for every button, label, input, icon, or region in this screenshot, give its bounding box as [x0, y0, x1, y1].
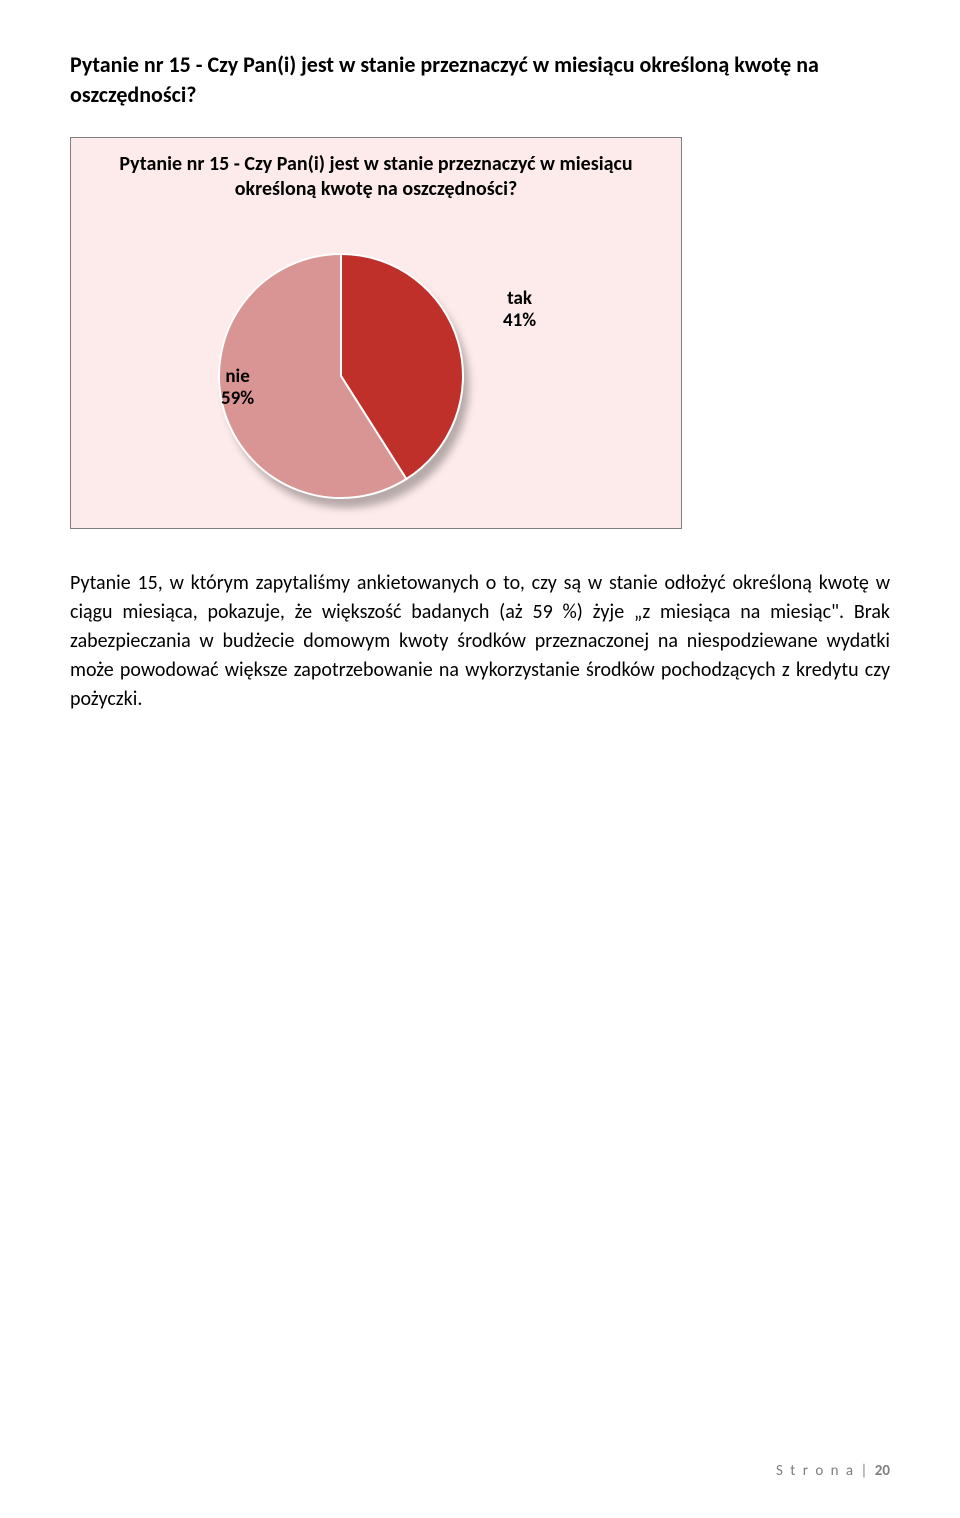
- pie-chart-area: tak 41% nie 59%: [71, 208, 681, 528]
- pie-slice-label-nie: nie 59%: [221, 366, 254, 410]
- question-heading: Pytanie nr 15 - Czy Pan(i) jest w stanie…: [70, 50, 890, 109]
- footer-label: S t r o n a: [776, 1462, 855, 1480]
- pie-slice-label-tak: tak 41%: [503, 288, 536, 332]
- footer-separator: |: [855, 1462, 875, 1480]
- analysis-paragraph: Pytanie 15, w którym zapytaliśmy ankieto…: [70, 569, 890, 714]
- footer-page-number: 20: [875, 1462, 890, 1480]
- document-page: Pytanie nr 15 - Czy Pan(i) jest w stanie…: [0, 0, 960, 1518]
- page-footer: S t r o n a | 20: [776, 1462, 890, 1480]
- pie-chart-box: Pytanie nr 15 - Czy Pan(i) jest w stanie…: [70, 137, 682, 529]
- pie-svg: [71, 208, 683, 528]
- pie-chart-title: Pytanie nr 15 - Czy Pan(i) jest w stanie…: [71, 138, 681, 208]
